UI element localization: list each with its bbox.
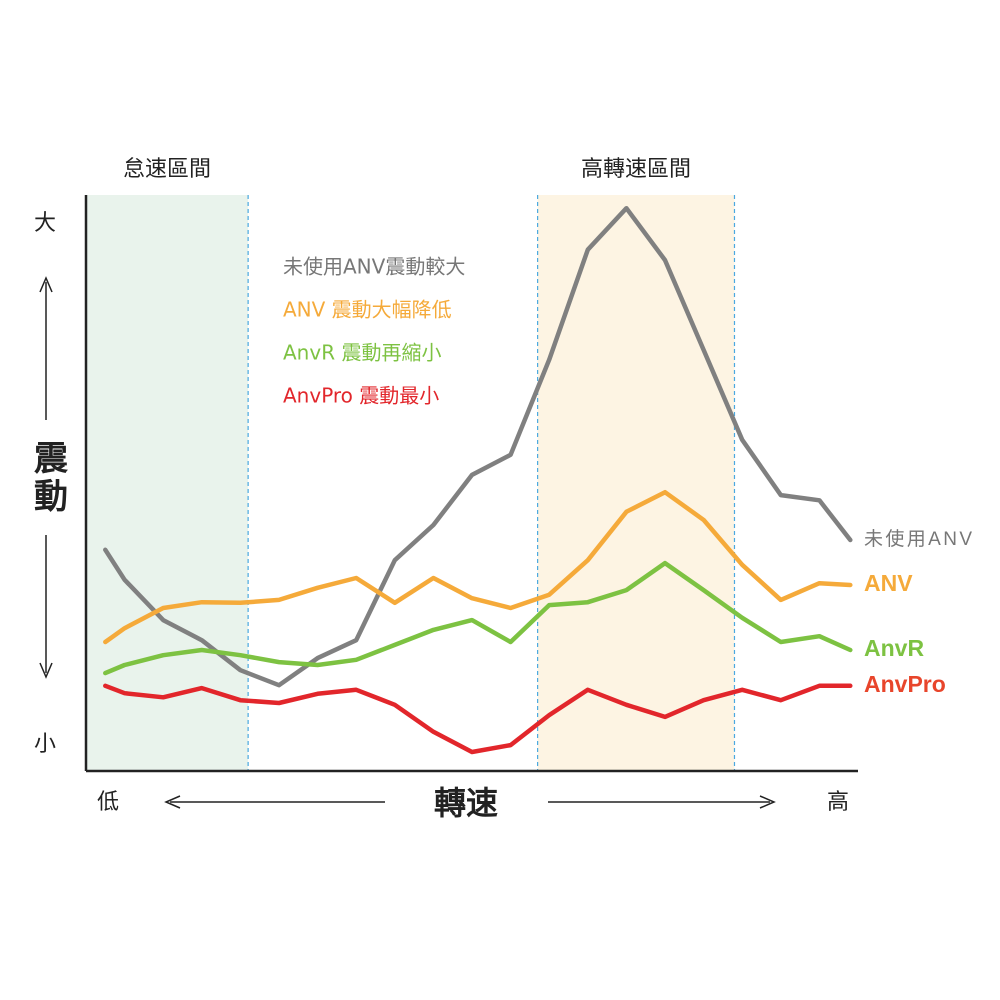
x-axis-label: 轉速 xyxy=(434,784,498,822)
region-band xyxy=(86,195,249,771)
axis-arrow xyxy=(39,276,53,293)
series-end-label: AnvPro xyxy=(864,671,946,697)
legend-note: 未使用ANV震動較大 xyxy=(283,255,465,279)
x-tick-label: 低 xyxy=(97,790,119,815)
series-end-label: ANV xyxy=(864,570,913,596)
axis-arrow xyxy=(39,662,53,679)
axis-arrow xyxy=(759,795,776,809)
x-tick-label: 高 xyxy=(827,790,849,815)
series-end-label: 未使用ANV xyxy=(864,528,972,550)
series-line xyxy=(103,489,853,645)
legend-note: ANV 震動大幅降低 xyxy=(283,298,452,322)
legend-note: AnvR 震動再縮小 xyxy=(283,341,441,365)
y-tick-label: 大 xyxy=(34,211,56,236)
series-line xyxy=(103,560,853,676)
y-axis-label: 震動 xyxy=(28,440,68,516)
series-end-label: AnvR xyxy=(864,635,924,661)
region-band xyxy=(537,195,735,771)
region-label: 怠速區間 xyxy=(123,157,211,182)
axis-arrow xyxy=(164,795,181,809)
series-line xyxy=(103,683,853,755)
y-tick-label: 小 xyxy=(34,732,56,757)
legend-note: AnvPro 震動最小 xyxy=(283,384,439,408)
region-label: 高轉速區間 xyxy=(581,157,691,182)
